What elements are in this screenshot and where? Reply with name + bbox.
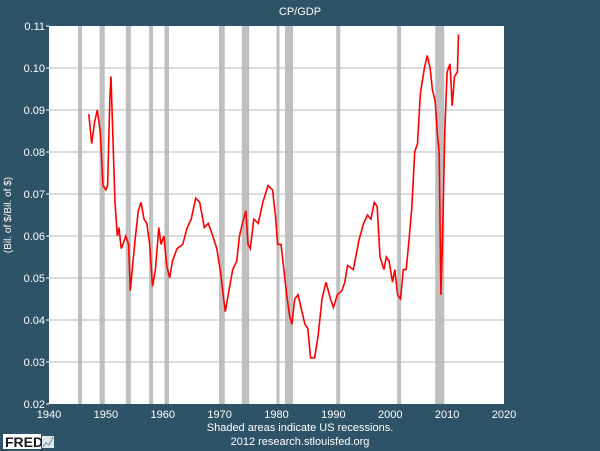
source-note: 2012 research.stlouisfed.org [231,436,370,448]
recession-band [397,26,402,404]
gridlines [49,67,504,363]
series-line [88,34,460,359]
x-tick-label: 2000 [378,409,402,421]
recession-band [336,26,341,404]
y-tick-label: 0.03 [24,357,45,369]
y-tick-label: 0.04 [24,315,45,327]
x-axis: 1940 1950 1960 1970 1980 1990 2000 2010 2020 [37,409,516,421]
y-tick-label: 0.10 [24,63,45,75]
recession-band [99,26,105,404]
y-tick-label: 0.02 [24,399,45,411]
recession-band [149,26,154,404]
recession-note: Shaded areas indicate US recessions. [207,422,394,434]
y-tick-label: 0.09 [24,105,45,117]
recession-band [285,26,293,404]
svg-text:FRED: FRED [5,434,43,450]
x-tick-label: 2020 [492,409,516,421]
recession-band [276,26,280,404]
chart-title: CP/GDP [279,6,321,18]
y-tick-label: 0.08 [24,147,45,159]
x-tick-label: 1990 [321,409,345,421]
y-tick-label: 0.11 [24,21,45,33]
x-tick-label: 1940 [37,409,61,421]
y-axis-label: (Bil. of $/Bil. of $) [3,177,14,253]
x-tick-label: 1980 [264,409,288,421]
y-axis: 0.02 0.03 0.04 0.05 0.06 0.07 0.08 0.09 0.10 0.11 [24,21,49,411]
fred-logo: FRED [3,434,54,450]
x-tick-label: 2010 [435,409,459,421]
y-tick-label: 0.05 [24,273,45,285]
x-tick-label: 1960 [151,409,175,421]
recession-band [78,26,82,404]
x-tick-label: 1950 [94,409,118,421]
recession-band [125,26,131,404]
recession-band [219,26,225,404]
x-tick-label: 1970 [207,409,231,421]
y-tick-label: 0.06 [24,231,45,243]
y-tick-label: 0.07 [24,189,45,201]
recession-band [164,26,170,404]
